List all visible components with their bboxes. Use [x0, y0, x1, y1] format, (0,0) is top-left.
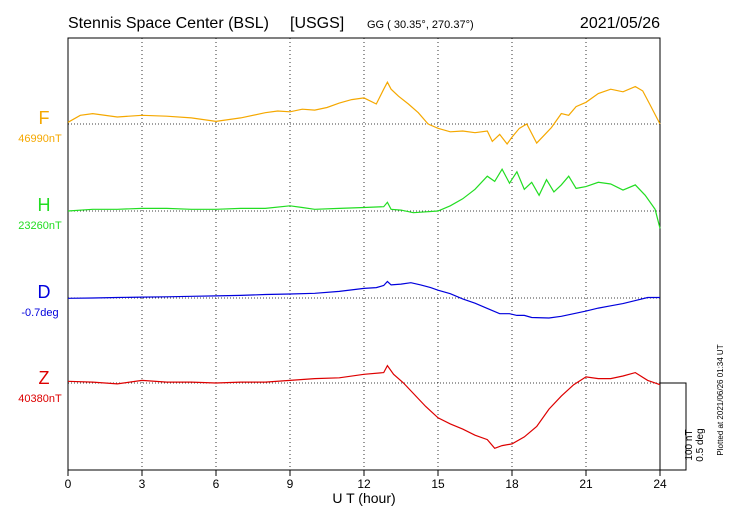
series-line-H [67, 167, 661, 229]
station-title: Stennis Space Center (BSL) [68, 15, 269, 32]
x-tick-label-12: 12 [357, 477, 371, 491]
x-tick-label-24: 24 [653, 477, 667, 491]
scale-bar-deg: 0.5 deg [695, 428, 706, 461]
x-tick-label-21: 21 [579, 477, 593, 491]
series-baseline-F: 46990nT [18, 133, 62, 145]
x-tick-label-9: 9 [287, 477, 294, 491]
series-baseline-Z: 40380nT [18, 393, 62, 405]
scale-bar [660, 382, 687, 471]
x-tick-label-0: 0 [65, 477, 72, 491]
x-tick-label-18: 18 [505, 477, 519, 491]
scale-bar-nt: 100 nT [684, 429, 695, 460]
x-tick-label-6: 6 [213, 477, 220, 491]
plotted-timestamp: Plotted at 2021/06/26 01:34 UT [716, 344, 725, 455]
series-name-F: F [39, 108, 50, 128]
coords-label: GG ( 30.35°, 270.37°) [367, 19, 474, 31]
network-label: [USGS] [290, 15, 344, 32]
date-label: 2021/05/26 [580, 15, 660, 32]
x-axis-title: U T (hour) [332, 490, 395, 506]
x-tick-label-3: 3 [139, 477, 146, 491]
x-tick-label-15: 15 [431, 477, 445, 491]
traces [67, 80, 661, 450]
series-name-D: D [38, 282, 51, 302]
series-line-Z [67, 364, 661, 450]
x-axis-ticks: 0 3 6 9 12 15 18 21 24 [65, 470, 667, 491]
series-name-Z: Z [39, 368, 50, 388]
series-name-H: H [38, 195, 51, 215]
series-line-D [67, 280, 660, 319]
series-baseline-H: 23260nT [18, 220, 62, 232]
grid [141, 38, 587, 470]
series-line-F [67, 80, 661, 146]
series-baseline-D: -0.7deg [21, 307, 58, 319]
